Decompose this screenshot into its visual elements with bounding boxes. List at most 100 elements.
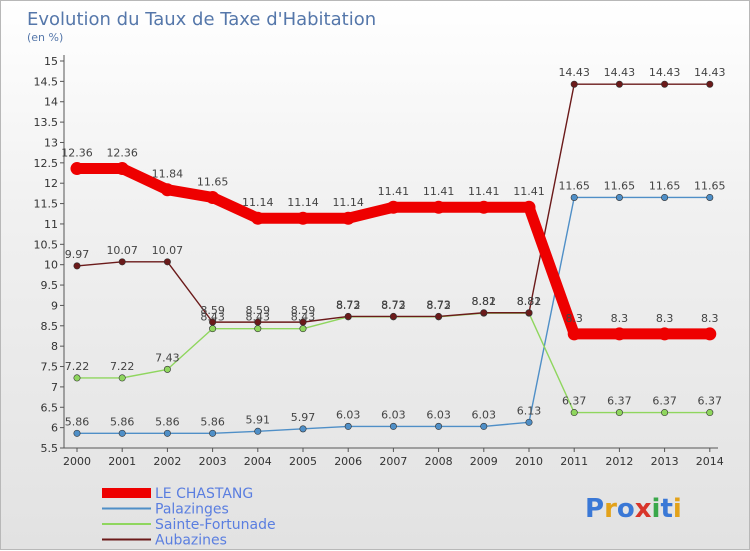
legend-label: Aubazines bbox=[155, 533, 227, 549]
data-label: 5.97 bbox=[291, 411, 316, 424]
y-tick-label: 14.5 bbox=[34, 75, 59, 88]
data-label: 8.59 bbox=[200, 304, 225, 317]
data-point bbox=[570, 80, 578, 88]
data-point bbox=[661, 409, 669, 417]
data-label: 5.91 bbox=[246, 413, 271, 426]
data-point bbox=[386, 200, 400, 214]
x-tick-label: 2011 bbox=[560, 455, 588, 468]
data-point bbox=[477, 200, 491, 214]
data-label: 11.41 bbox=[468, 185, 500, 198]
legend-label: Sainte-Fortunade bbox=[155, 517, 276, 533]
data-label: 5.86 bbox=[65, 415, 90, 428]
data-point bbox=[251, 211, 265, 225]
y-tick-label: 15 bbox=[44, 55, 58, 68]
x-tick-label: 2003 bbox=[199, 455, 227, 468]
x-tick-label: 2009 bbox=[470, 455, 498, 468]
data-point bbox=[163, 429, 171, 437]
data-label: 7.22 bbox=[110, 360, 135, 373]
data-label: 7.22 bbox=[65, 360, 90, 373]
data-label: 10.07 bbox=[152, 244, 184, 257]
y-tick-label: 8 bbox=[51, 340, 58, 353]
x-tick-label: 2014 bbox=[696, 455, 724, 468]
y-tick-label: 10.5 bbox=[34, 238, 59, 251]
data-label: 8.82 bbox=[517, 295, 542, 308]
data-label: 6.03 bbox=[426, 408, 451, 421]
x-tick-label: 2005 bbox=[289, 455, 317, 468]
data-label: 8.72 bbox=[336, 299, 361, 312]
data-label: 6.03 bbox=[381, 408, 406, 421]
y-tick-label: 11.5 bbox=[34, 198, 59, 211]
data-label: 8.81 bbox=[517, 295, 542, 308]
data-point bbox=[661, 80, 669, 88]
legend: LE CHASTANGPalazingesSainte-FortunadeAub… bbox=[102, 486, 276, 549]
y-tick-label: 6.5 bbox=[41, 401, 59, 414]
data-label: 6.37 bbox=[698, 395, 723, 408]
x-tick-label: 2000 bbox=[63, 455, 91, 468]
series-palazinges: 5.86 5.86 5.86 5.86 5.91 5.97 6.03 6.03 6.03 6.03… bbox=[65, 179, 726, 437]
data-label: 8.3 bbox=[565, 312, 583, 325]
data-point bbox=[658, 327, 672, 341]
x-tick-label: 2006 bbox=[334, 455, 362, 468]
data-label: 8.73 bbox=[426, 298, 451, 311]
data-label: 6.37 bbox=[562, 395, 587, 408]
data-label: 8.82 bbox=[472, 295, 497, 308]
y-tick-label: 12.5 bbox=[34, 157, 59, 170]
x-tick-label: 2007 bbox=[379, 455, 407, 468]
data-point bbox=[118, 374, 126, 382]
x-tick-label: 2010 bbox=[515, 455, 543, 468]
data-point bbox=[118, 429, 126, 437]
data-point bbox=[163, 258, 171, 266]
data-point bbox=[73, 429, 81, 437]
data-label: 11.65 bbox=[604, 179, 636, 192]
data-label: 11.14 bbox=[287, 196, 319, 209]
data-point bbox=[570, 193, 578, 201]
y-tick-label: 14 bbox=[44, 96, 58, 109]
data-point bbox=[615, 80, 623, 88]
data-point bbox=[706, 193, 714, 201]
data-point bbox=[661, 193, 669, 201]
x-tick-label: 2013 bbox=[651, 455, 679, 468]
data-label: 12.36 bbox=[106, 147, 138, 160]
data-label: 14.43 bbox=[604, 66, 636, 79]
data-label: 8.72 bbox=[426, 299, 451, 312]
data-label: 8.59 bbox=[246, 304, 271, 317]
data-label: 8.73 bbox=[336, 298, 361, 311]
data-label: 7.43 bbox=[155, 351, 180, 364]
data-label: 8.81 bbox=[472, 295, 497, 308]
y-tick-label: 9 bbox=[51, 299, 58, 312]
data-point bbox=[435, 312, 443, 320]
y-tick-label: 11 bbox=[44, 218, 58, 231]
y-tick-label: 5.5 bbox=[41, 442, 59, 455]
data-label: 8.73 bbox=[381, 298, 406, 311]
data-point bbox=[299, 325, 307, 333]
data-label: 14.43 bbox=[649, 66, 681, 79]
data-label: 5.86 bbox=[110, 415, 135, 428]
data-label: 8.3 bbox=[701, 312, 719, 325]
data-label: 6.03 bbox=[336, 408, 361, 421]
legend-label: Palazinges bbox=[155, 502, 229, 518]
proxiti-logo: Proxiti bbox=[585, 494, 682, 524]
data-point bbox=[254, 427, 262, 435]
data-point bbox=[163, 365, 171, 373]
data-point bbox=[522, 200, 536, 214]
data-label: 8.3 bbox=[656, 312, 674, 325]
data-point bbox=[206, 190, 220, 204]
data-point bbox=[389, 312, 397, 320]
y-tick-label: 6 bbox=[51, 422, 58, 435]
x-tick-label: 2001 bbox=[108, 455, 136, 468]
data-label: 11.41 bbox=[423, 185, 455, 198]
data-point bbox=[344, 312, 352, 320]
x-tick-label: 2008 bbox=[425, 455, 453, 468]
logo-text: Proxiti bbox=[585, 494, 682, 524]
data-label: 11.14 bbox=[332, 196, 364, 209]
data-label: 10.07 bbox=[106, 244, 138, 257]
data-point bbox=[254, 318, 262, 326]
y-tick-label: 8.5 bbox=[41, 320, 59, 333]
data-point bbox=[73, 374, 81, 382]
data-point bbox=[344, 422, 352, 430]
data-point bbox=[480, 422, 488, 430]
x-tick-label: 2002 bbox=[153, 455, 181, 468]
data-label: 8.72 bbox=[381, 299, 406, 312]
